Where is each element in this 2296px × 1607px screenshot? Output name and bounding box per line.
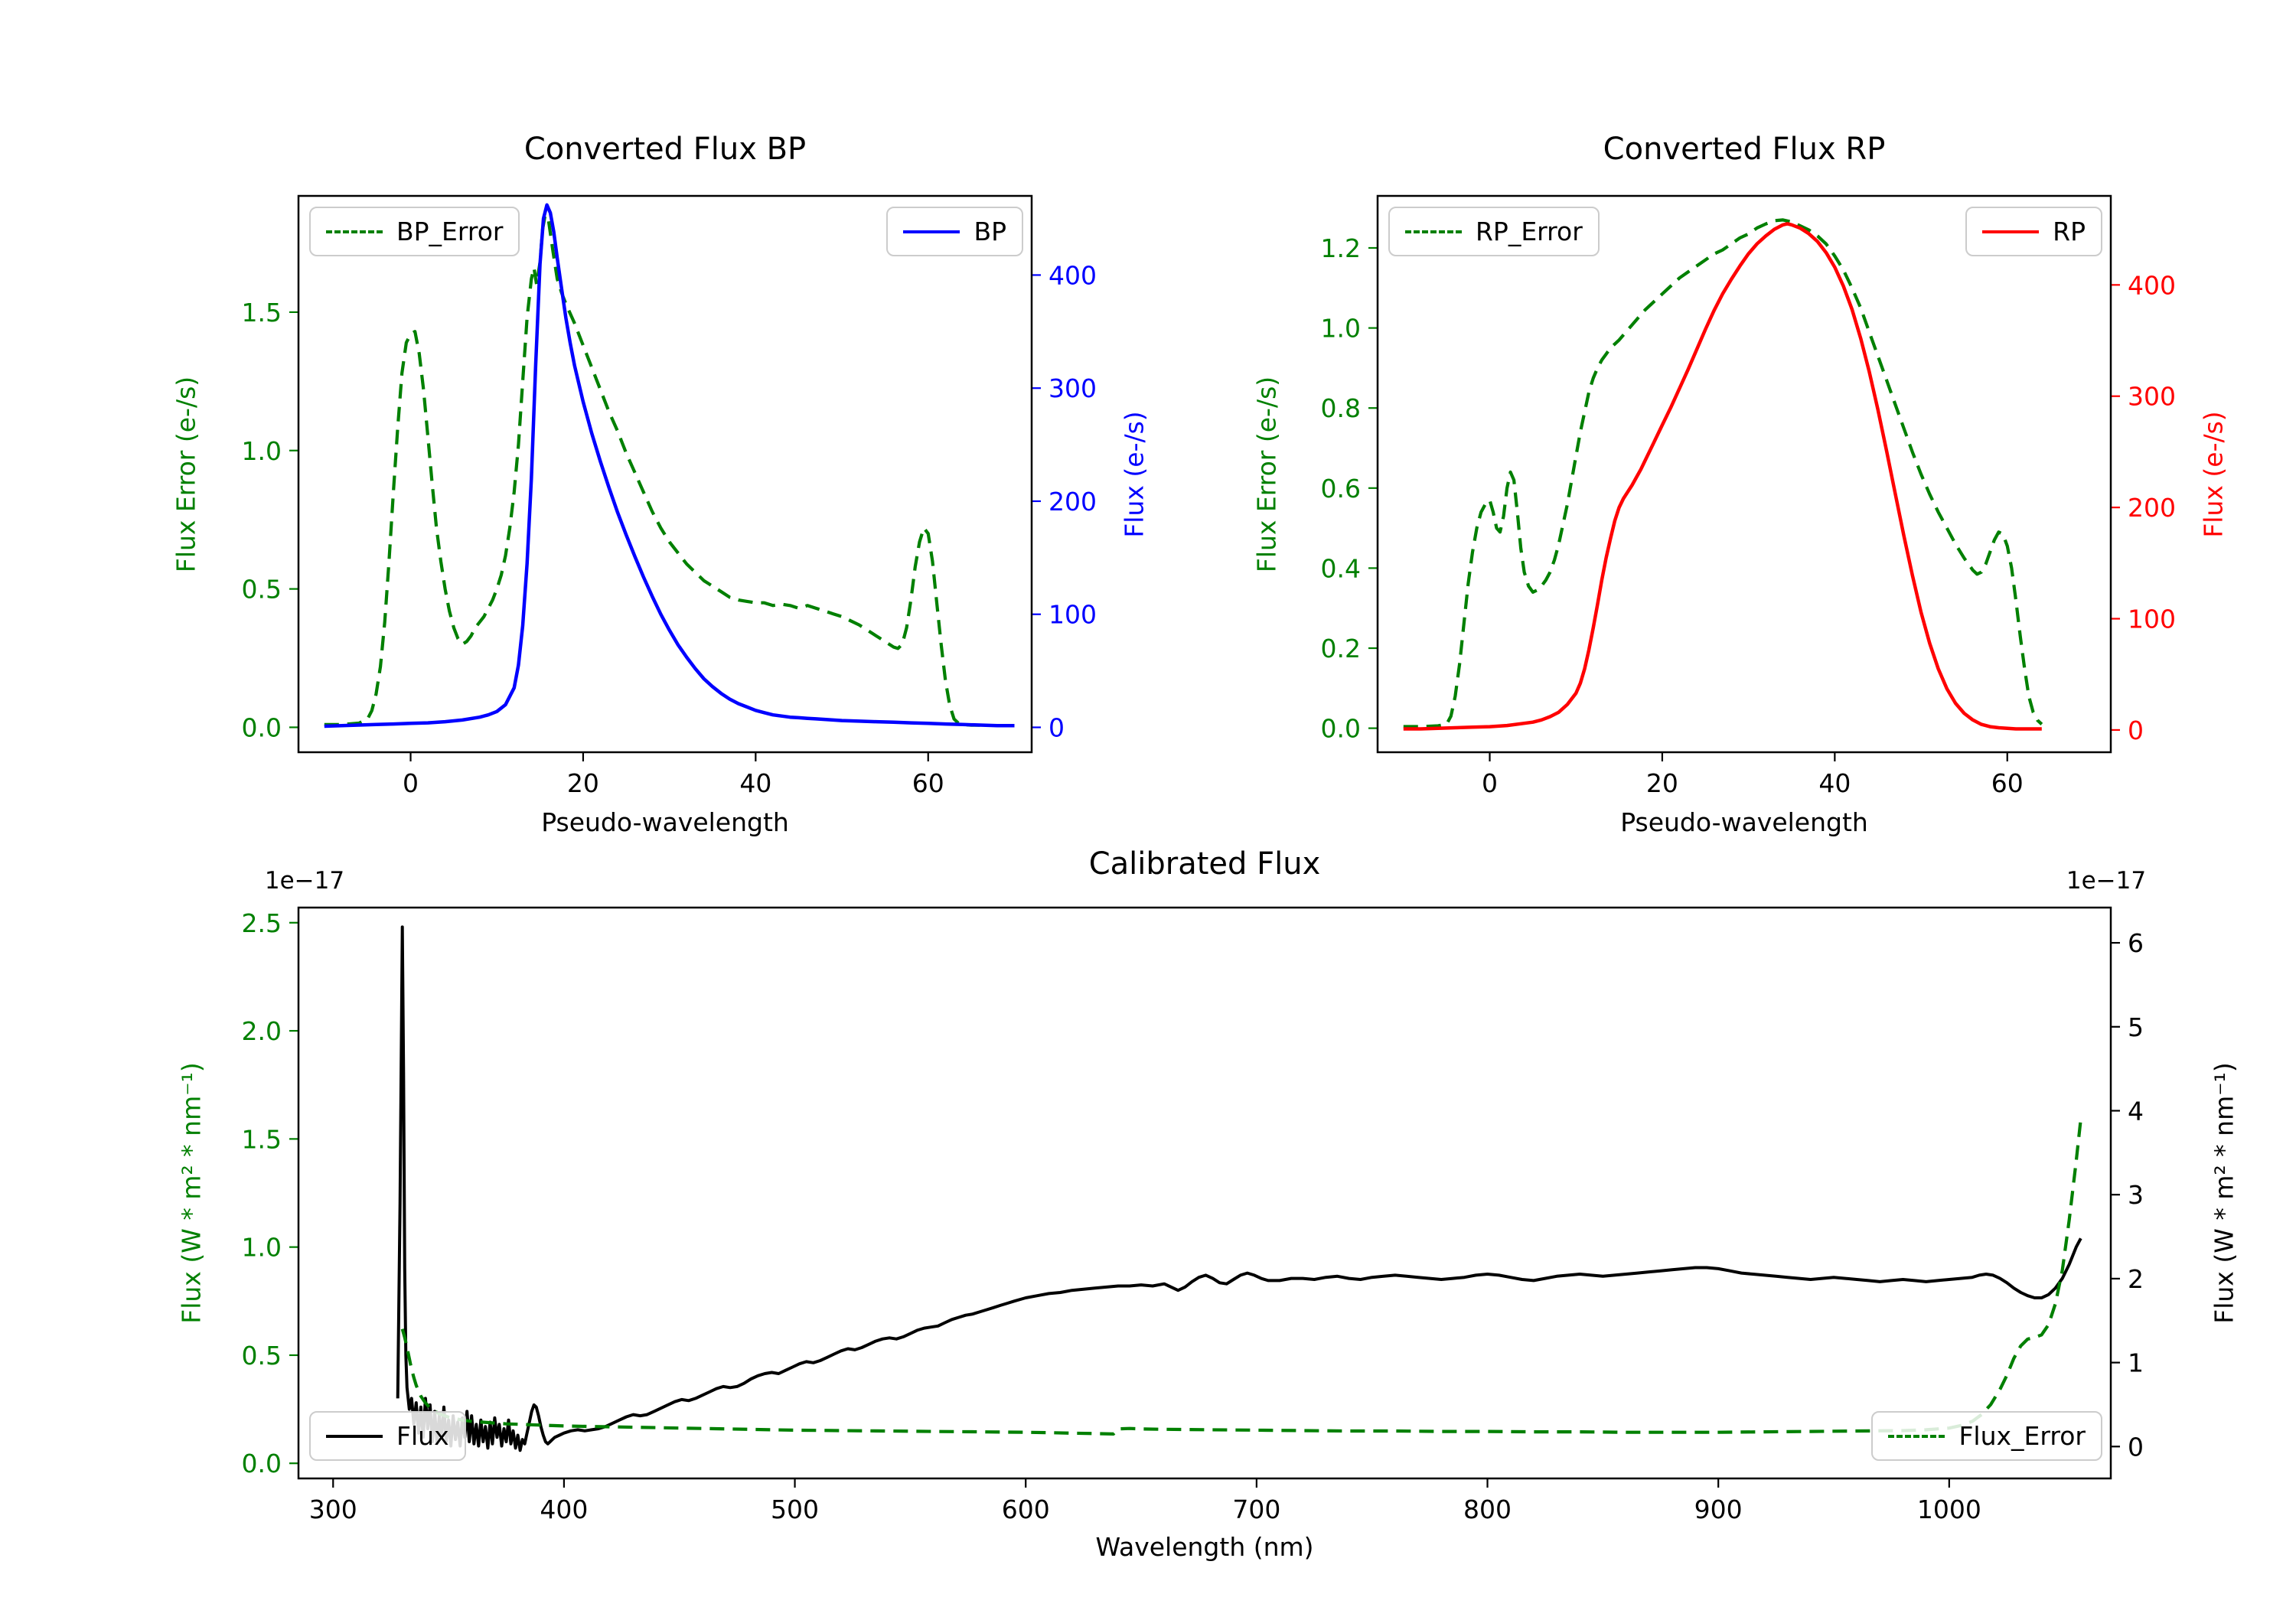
legend-flux-error: Flux_Error <box>1871 1411 2102 1461</box>
offset-text-right: 1e−17 <box>2066 867 2147 895</box>
chart-flux-ylabel-right: Flux (W * m² * nm⁻¹) <box>2209 1062 2239 1324</box>
legend-bp-error: BP_Error <box>309 207 520 256</box>
x-tick-label: 40 <box>739 768 771 798</box>
chart-bp-ylabel-right: Flux (e-/s) <box>1119 411 1150 538</box>
legend-flux: Flux <box>309 1411 466 1461</box>
legend-label: Flux <box>396 1421 449 1451</box>
y-tick-label-right: 3 <box>2128 1180 2144 1210</box>
y-tick-label-right: 5 <box>2128 1012 2144 1042</box>
y-tick-label-right: 200 <box>2128 493 2176 523</box>
chart-rp-xlabel: Pseudo-wavelength <box>1620 807 1868 837</box>
legend-label: BP <box>974 217 1006 246</box>
y-tick-label-right: 2 <box>2128 1264 2144 1294</box>
y-tick-label-left: 1.5 <box>242 1124 282 1154</box>
plot-frame <box>1376 194 2112 754</box>
y-tick-label-right: 400 <box>2128 270 2176 300</box>
chart-bp-title: Converted Flux BP <box>523 132 807 167</box>
legend-rp: RP <box>1965 207 2102 256</box>
legend-label: RP_Error <box>1476 217 1583 246</box>
y-tick-label-right: 300 <box>2128 382 2176 412</box>
x-tick-label: 500 <box>771 1495 819 1524</box>
y-tick-label-left: 0.5 <box>242 575 282 605</box>
x-tick-label: 0 <box>1482 768 1498 798</box>
x-tick-label: 60 <box>1991 768 2024 798</box>
x-tick-label: 600 <box>1002 1495 1050 1524</box>
x-tick-label: 900 <box>1694 1495 1743 1524</box>
series-BP <box>324 203 1015 729</box>
series-Flux <box>396 925 2082 1452</box>
series-RP_Error <box>1403 218 2043 729</box>
chart-flux-ylabel-left: Flux (W * m² * nm⁻¹) <box>176 1062 207 1324</box>
y-tick-label-right: 100 <box>1049 600 1097 630</box>
y-tick-label-left: 0.0 <box>1321 714 1361 744</box>
y-tick-label-right: 4 <box>2128 1096 2144 1126</box>
x-tick-label: 60 <box>912 768 944 798</box>
y-tick-label-left: 1.0 <box>1321 314 1361 344</box>
legend-rp-error: RP_Error <box>1388 207 1600 256</box>
series-RP <box>1403 222 2042 731</box>
y-tick-label-left: 1.5 <box>242 298 282 328</box>
y-tick-label-right: 100 <box>2128 605 2176 634</box>
offset-text-left: 1e−17 <box>264 867 345 895</box>
x-tick-label: 1000 <box>1917 1495 1981 1524</box>
legend-line-sample <box>326 230 383 233</box>
y-tick-label-right: 200 <box>1049 487 1097 517</box>
y-tick-label-left: 0.5 <box>242 1341 282 1371</box>
legend-label: RP <box>2053 217 2086 246</box>
legend-line-sample <box>1982 230 2040 233</box>
chart-rp-ylabel-left: Flux Error (e-/s) <box>1251 376 1282 573</box>
y-tick-label-left: 0.8 <box>1321 393 1361 423</box>
y-tick-label-right: 300 <box>1049 373 1097 403</box>
chart-rp-title: Converted Flux RP <box>1603 132 1886 167</box>
y-tick-label-right: 6 <box>2128 928 2144 958</box>
y-tick-label-left: 2.0 <box>242 1016 282 1046</box>
y-tick-label-right: 0 <box>2128 1432 2144 1462</box>
chart-flux: 300 400 500 600 700 800 900 1000 0.0 0.5 1.0 1.5 2.0… <box>242 906 2144 1524</box>
chart-bp-ylabel-left: Flux Error (e-/s) <box>171 376 201 573</box>
plot-frame <box>297 194 1033 754</box>
x-tick-label: 700 <box>1232 1495 1280 1524</box>
legend-line-sample <box>326 1434 383 1438</box>
plot-frame <box>297 906 2112 1480</box>
chart-rp-ylabel-right: Flux (e-/s) <box>2198 411 2229 538</box>
y-tick-label-right: 0 <box>2128 715 2144 745</box>
chart-rp: 0 20 40 60 0.0 0.2 0.4 0.6 0.8 1.0 1.2 0 100 200 300 40… <box>1321 194 2176 798</box>
y-tick-label-left: 1.2 <box>1321 233 1361 263</box>
y-tick-label-left: 0.0 <box>242 1449 282 1478</box>
y-tick-label-left: 1.0 <box>242 1233 282 1263</box>
legend-label: Flux_Error <box>1958 1421 2086 1451</box>
legend-bp: BP <box>886 207 1023 256</box>
chart-flux-xlabel: Wavelength (nm) <box>1095 1532 1314 1562</box>
y-tick-label-left: 2.5 <box>242 908 282 938</box>
y-tick-label-right: 1 <box>2128 1348 2144 1378</box>
chart-flux-title: Calibrated Flux <box>1088 846 1321 882</box>
x-tick-label: 400 <box>540 1495 588 1524</box>
x-tick-label: 300 <box>309 1495 357 1524</box>
y-tick-label-left: 1.0 <box>242 436 282 466</box>
y-tick-label-left: 0.2 <box>1321 634 1361 663</box>
y-tick-label-right: 0 <box>1049 712 1065 742</box>
chart-bp: 0 20 40 60 0.0 0.5 1.0 1.5 0 100 200 300 400 <box>242 194 1097 798</box>
y-tick-label-right: 400 <box>1049 260 1097 290</box>
series-BP_Error <box>324 214 980 727</box>
legend-line-sample <box>1405 230 1462 233</box>
x-tick-label: 20 <box>1646 768 1678 798</box>
x-tick-label: 0 <box>403 768 419 798</box>
y-tick-label-left: 0.0 <box>242 712 282 742</box>
legend-line-sample <box>1888 1434 1945 1438</box>
x-tick-label: 40 <box>1818 768 1851 798</box>
chart-bp-xlabel: Pseudo-wavelength <box>541 807 789 837</box>
legend-line-sample <box>903 230 960 233</box>
y-tick-label-left: 0.6 <box>1321 474 1361 504</box>
legend-label: BP_Error <box>396 217 504 246</box>
x-tick-label: 20 <box>567 768 599 798</box>
x-tick-label: 800 <box>1463 1495 1512 1524</box>
y-tick-label-left: 0.4 <box>1321 553 1361 583</box>
